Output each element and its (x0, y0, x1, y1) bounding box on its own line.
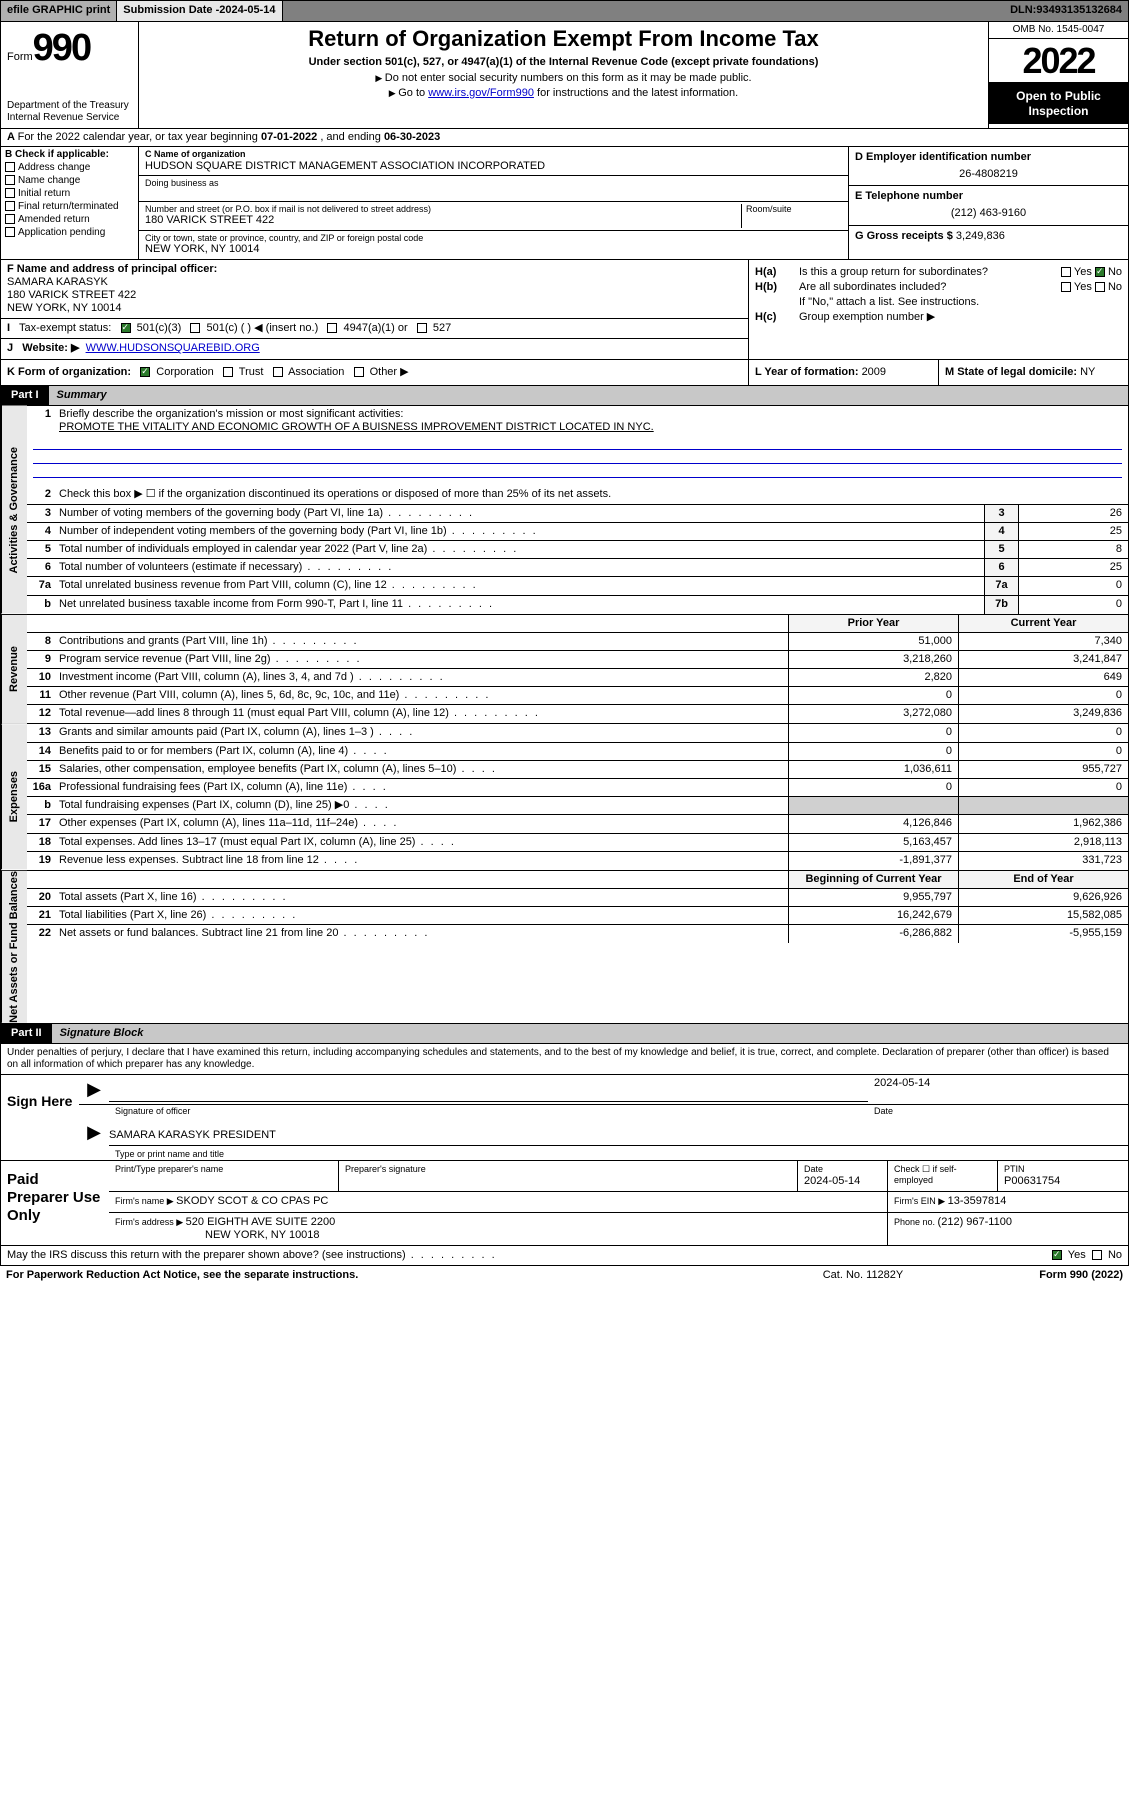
chk-501c[interactable] (190, 323, 200, 333)
summary-netassets: Net Assets or Fund Balances Beginning of… (0, 871, 1129, 1024)
summary-row: 21Total liabilities (Part X, line 26)16,… (27, 907, 1128, 925)
submission-date: Submission Date - 2024-05-14 (117, 1, 282, 21)
col-c: C Name of organization HUDSON SQUARE DIS… (139, 147, 848, 259)
summary-row: 12Total revenue—add lines 8 through 11 (… (27, 705, 1128, 723)
summary-row: 15Salaries, other compensation, employee… (27, 761, 1128, 779)
header-right: OMB No. 1545-0047 2022 Open to Public In… (988, 22, 1128, 128)
summary-row: 3Number of voting members of the governi… (27, 505, 1128, 523)
subtitle-2: Do not enter social security numbers on … (147, 72, 980, 85)
header-mid: Return of Organization Exempt From Incom… (139, 22, 988, 128)
irs-link[interactable]: www.irs.gov/Form990 (428, 87, 534, 99)
gross-receipts: 3,249,836 (956, 230, 1005, 242)
form-title: Return of Organization Exempt From Incom… (147, 26, 980, 52)
chk-pending[interactable]: Application pending (5, 227, 134, 239)
row-a: A For the 2022 calendar year, or tax yea… (0, 129, 1129, 147)
sidebar-revenue: Revenue (1, 615, 27, 724)
chk-name[interactable]: Name change (5, 175, 134, 187)
header-left: Form 990 Department of the Treasury Inte… (1, 22, 139, 128)
topbar-spacer (283, 1, 1005, 21)
chk-corp[interactable] (140, 367, 150, 377)
chk-discuss-no[interactable] (1092, 1250, 1102, 1260)
summary-row: 11Other revenue (Part VIII, column (A), … (27, 687, 1128, 705)
form-header: Form 990 Department of the Treasury Inte… (0, 22, 1129, 129)
identity-block: B Check if applicable: Address change Na… (0, 147, 1129, 260)
chk-amended[interactable]: Amended return (5, 214, 134, 226)
top-bar: efile GRAPHIC print Submission Date - 20… (0, 0, 1129, 22)
sig-arrow-icon-2: ▶ (79, 1118, 109, 1148)
open-inspection: Open to Public Inspection (989, 82, 1128, 124)
org-name: HUDSON SQUARE DISTRICT MANAGEMENT ASSOCI… (145, 160, 842, 173)
footer: For Paperwork Reduction Act Notice, see … (0, 1266, 1129, 1285)
chk-final[interactable]: Final return/terminated (5, 201, 134, 213)
ein: 26-4808219 (855, 168, 1122, 181)
summary-row: 4Number of independent voting members of… (27, 523, 1128, 541)
form-number: 990 (33, 26, 90, 72)
chk-discuss-yes[interactable] (1052, 1250, 1062, 1260)
chk-trust[interactable] (223, 367, 233, 377)
chk-4947[interactable] (327, 323, 337, 333)
summary-row: 14Benefits paid to or for members (Part … (27, 743, 1128, 761)
summary-row: 17Other expenses (Part IX, column (A), l… (27, 815, 1128, 833)
row-j: J Website: ▶ WWW.HUDSONSQUAREBID.ORG (1, 339, 748, 358)
chk-other[interactable] (354, 367, 364, 377)
website-link[interactable]: WWW.HUDSONSQUAREBID.ORG (86, 342, 260, 354)
row-i: I Tax-exempt status: 501(c)(3) 501(c) ( … (1, 319, 748, 339)
phone: (212) 463-9160 (855, 207, 1122, 220)
subtitle-1: Under section 501(c), 527, or 4947(a)(1)… (147, 56, 980, 69)
row-f: F Name and address of principal officer:… (1, 260, 748, 320)
col-b-checkboxes: B Check if applicable: Address change Na… (1, 147, 139, 259)
street-address: 180 VARICK STREET 422 (145, 214, 737, 227)
sig-officer-line[interactable] (109, 1075, 868, 1102)
city-state-zip: NEW YORK, NY 10014 (145, 243, 842, 256)
form-label: Form (7, 51, 33, 64)
part2-header: Part II Signature Block (0, 1024, 1129, 1044)
col-defg: D Employer identification number 26-4808… (848, 147, 1128, 259)
summary-revenue: Revenue Prior Year Current Year 8Contrib… (0, 615, 1129, 725)
summary-row: 7aTotal unrelated business revenue from … (27, 577, 1128, 595)
summary-row: 6Total number of volunteers (estimate if… (27, 559, 1128, 577)
sig-intro: Under penalties of perjury, I declare th… (0, 1044, 1129, 1075)
summary-row: 8Contributions and grants (Part VIII, li… (27, 633, 1128, 651)
chk-assoc[interactable] (273, 367, 283, 377)
summary-row: bNet unrelated business taxable income f… (27, 596, 1128, 614)
summary-row: 9Program service revenue (Part VIII, lin… (27, 651, 1128, 669)
sign-here-block: Sign Here ▶ 2024-05-14 Signature of offi… (0, 1075, 1129, 1162)
summary-governance: Activities & Governance 1 Briefly descri… (0, 406, 1129, 615)
sidebar-governance: Activities & Governance (1, 406, 27, 614)
subtitle-3: Go to www.irs.gov/Form990 for instructio… (147, 87, 980, 100)
row-f-h: F Name and address of principal officer:… (0, 260, 1129, 360)
summary-expenses: Expenses 13Grants and similar amounts pa… (0, 724, 1129, 870)
summary-row: 19Revenue less expenses. Subtract line 1… (27, 852, 1128, 870)
chk-501c3[interactable] (121, 323, 131, 333)
sig-arrow-icon: ▶ (79, 1075, 109, 1104)
summary-row: 16aProfessional fundraising fees (Part I… (27, 779, 1128, 797)
chk-527[interactable] (417, 323, 427, 333)
summary-row: 20Total assets (Part X, line 16)9,955,79… (27, 889, 1128, 907)
chk-initial[interactable]: Initial return (5, 188, 134, 200)
row-k: K Form of organization: Corporation Trus… (0, 360, 1129, 386)
part1-header: Part I Summary (0, 386, 1129, 406)
summary-row: 22Net assets or fund balances. Subtract … (27, 925, 1128, 943)
sidebar-expenses: Expenses (1, 724, 27, 869)
mission-text: PROMOTE THE VITALITY AND ECONOMIC GROWTH… (59, 421, 654, 433)
summary-row: bTotal fundraising expenses (Part IX, co… (27, 797, 1128, 815)
sidebar-netassets: Net Assets or Fund Balances (1, 871, 27, 1023)
col-h: H(a) Is this a group return for subordin… (748, 260, 1128, 359)
department: Department of the Treasury Internal Reve… (7, 100, 132, 124)
efile-label[interactable]: efile GRAPHIC print (1, 1, 117, 21)
discuss-row: May the IRS discuss this return with the… (0, 1246, 1129, 1266)
dln: DLN: 93493135132684 (1004, 1, 1128, 21)
summary-row: 18Total expenses. Add lines 13–17 (must … (27, 834, 1128, 852)
summary-row: 10Investment income (Part VIII, column (… (27, 669, 1128, 687)
omb-number: OMB No. 1545-0047 (989, 22, 1128, 39)
tax-year: 2022 (989, 39, 1128, 82)
paid-preparer-block: Paid Preparer Use Only Print/Type prepar… (0, 1161, 1129, 1246)
summary-row: 5Total number of individuals employed in… (27, 541, 1128, 559)
sig-name-line: SAMARA KARASYK PRESIDENT (109, 1118, 1128, 1146)
chk-address[interactable]: Address change (5, 162, 134, 174)
summary-row: 13Grants and similar amounts paid (Part … (27, 724, 1128, 742)
